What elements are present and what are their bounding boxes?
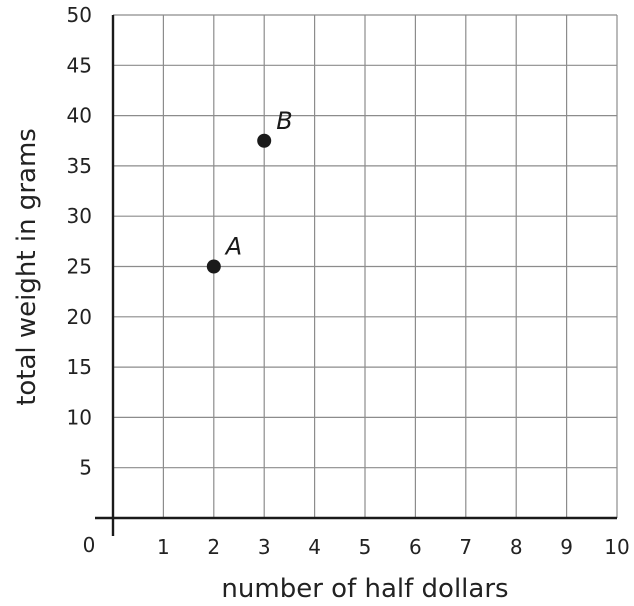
y-tick-label: 20 [67, 305, 92, 329]
y-tick-label: 40 [67, 104, 92, 128]
origin-label: 0 [83, 533, 96, 557]
point-label-B: B [276, 107, 292, 135]
x-tick-label: 6 [409, 535, 422, 559]
x-axis-title: number of half dollars [221, 574, 508, 604]
x-tick-label: 2 [207, 535, 220, 559]
y-tick-label: 15 [67, 355, 92, 379]
y-tick-labels: 5 10 15 20 25 30 35 40 45 50 [67, 3, 92, 480]
x-tick-label: 9 [560, 535, 573, 559]
data-point-B [257, 133, 272, 148]
x-tick-label: 5 [359, 535, 372, 559]
axes [95, 15, 617, 536]
y-tick-label: 10 [67, 405, 92, 429]
grid [113, 14, 618, 518]
x-tick-labels: 1 2 3 4 5 6 7 8 9 10 [157, 535, 630, 559]
data-points: AB [206, 107, 293, 274]
data-point-A [206, 259, 221, 274]
y-tick-label: 5 [79, 456, 92, 480]
y-tick-label: 30 [67, 204, 92, 228]
x-tick-label: 7 [459, 535, 472, 559]
y-tick-label: 25 [67, 255, 92, 279]
y-tick-label: 35 [67, 154, 92, 178]
y-tick-label: 45 [67, 53, 92, 77]
point-label-A: A [224, 233, 242, 261]
x-tick-label: 1 [157, 535, 170, 559]
x-tick-label: 10 [604, 535, 629, 559]
x-tick-label: 4 [308, 535, 321, 559]
y-axis-title: total weight in grams [12, 128, 42, 406]
x-tick-label: 8 [510, 535, 523, 559]
x-tick-label: 3 [258, 535, 271, 559]
y-tick-label: 50 [67, 3, 92, 27]
